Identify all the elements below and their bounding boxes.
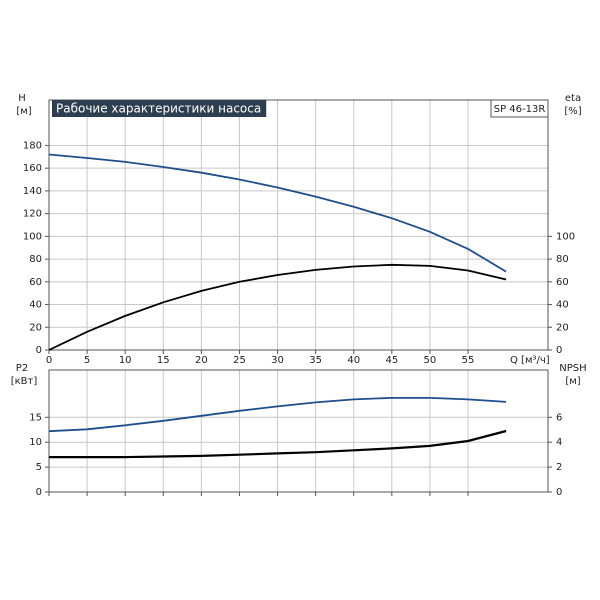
title-box <box>52 100 267 117</box>
y2-axis-label: NPSH <box>559 363 586 374</box>
y-tick-label: 5 <box>36 462 42 473</box>
y2-tick-label: 4 <box>556 437 562 448</box>
x-axis-label: Q [м³/ч] <box>510 355 550 366</box>
y2-tick-label: 6 <box>556 412 562 423</box>
y-tick-label: 10 <box>29 437 42 448</box>
line-series <box>48 397 507 433</box>
y-tick-label: 180 <box>23 140 42 151</box>
plot-frame <box>48 99 549 351</box>
y2-axis-unit: [м] <box>565 376 580 387</box>
y2-tick-label: 0 <box>556 345 562 356</box>
y-axis-label: P2 <box>16 363 28 374</box>
y2-tick-label: 60 <box>556 277 569 288</box>
y2-tick-label: 100 <box>556 231 575 242</box>
y-tick-label: 80 <box>29 254 42 265</box>
y2-tick-label: 0 <box>556 487 562 498</box>
annotation: SP 46-13R <box>494 104 546 115</box>
x-tick-label: 40 <box>347 355 360 366</box>
x-tick-label: 0 <box>46 355 52 366</box>
y2-tick-label: 80 <box>556 254 569 265</box>
line-series <box>48 153 507 273</box>
annotation-box <box>490 99 549 118</box>
y-tick-label: 120 <box>23 209 42 220</box>
x-tick-label: 15 <box>157 355 170 366</box>
x-tick-label: 5 <box>84 355 90 366</box>
x-tick-label: 50 <box>424 355 437 366</box>
x-tick-label: 10 <box>119 355 132 366</box>
line-series <box>49 429 507 459</box>
x-tick-label: 25 <box>233 355 246 366</box>
x-tick-label: 55 <box>462 355 475 366</box>
y2-axis-label: eta <box>565 93 581 104</box>
plot-frame <box>48 369 549 493</box>
y2-tick-label: 40 <box>556 300 569 311</box>
x-tick-label: 35 <box>309 355 322 366</box>
y-tick-label: 100 <box>23 231 42 242</box>
y2-tick-label: 20 <box>556 322 569 333</box>
y2-axis-unit: [%] <box>564 106 581 117</box>
y-axis-unit: [кВт] <box>11 376 38 387</box>
x-tick-label: 20 <box>195 355 208 366</box>
y-tick-label: 140 <box>23 186 42 197</box>
y-tick-label: 0 <box>36 345 42 356</box>
y2-tick-label: 2 <box>556 462 562 473</box>
y-tick-label: 160 <box>23 163 42 174</box>
x-tick-label: 45 <box>385 355 398 366</box>
x-tick-label: 30 <box>271 355 284 366</box>
y-tick-label: 0 <box>36 487 42 498</box>
y-axis-unit: [м] <box>16 106 31 117</box>
y-tick-label: 40 <box>29 300 42 311</box>
line-series <box>48 263 507 351</box>
y-tick-label: 60 <box>29 277 42 288</box>
y-tick-label: 15 <box>29 412 42 423</box>
chart-title: Рабочие характеристики насоса <box>56 102 261 116</box>
y-axis-label: H <box>18 93 26 104</box>
y-tick-label: 20 <box>29 322 42 333</box>
